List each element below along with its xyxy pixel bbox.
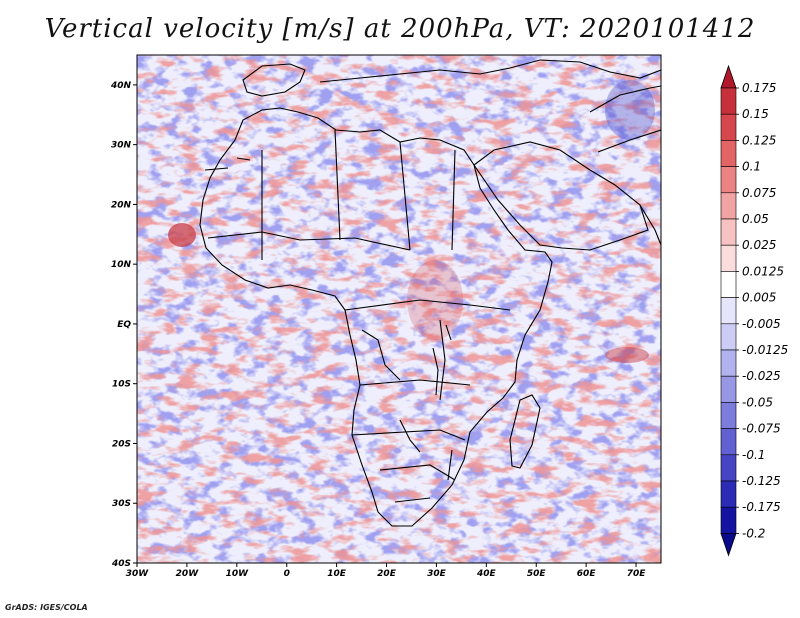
lat-label: 10N [111,260,132,270]
lon-label: 40E [476,569,497,579]
colorbar-label: 0.005 [742,291,776,305]
coastlines-borders [199,59,661,527]
lat-label: 10S [112,380,131,390]
colorbar-box [720,166,737,194]
colorbar-label: 0.125 [742,133,776,147]
lon-label: 20E [377,569,397,579]
lon-label: 20W [176,569,200,579]
lat-label: 40N [110,81,132,91]
colorbar-label: 0.025 [742,238,776,252]
lon-label: 0 [284,569,290,579]
colorbar-label: 0.0125 [742,264,784,278]
colorbar-label: -0.175 [742,500,781,514]
lon-label: 70E [627,569,647,579]
lat-label: 30N [111,141,132,151]
colorbar-label: -0.125 [742,474,781,488]
lat-label: 40S [111,559,131,569]
colorbar-label: -0.2 [742,526,765,540]
colorbar-box [720,218,737,246]
colorbar-label: 0.05 [742,212,769,226]
chart-title: Vertical velocity [m/s] at 200hPa, VT: 2… [44,14,756,44]
colorbar-box [720,402,737,429]
colorbar-box [720,323,737,351]
lon-label: 10W [226,569,250,579]
colorbar-label: -0.05 [742,395,773,409]
colorbar-box [720,192,737,220]
map-frame [136,54,662,564]
lat-label: EQ [117,320,131,330]
colorbar-box [720,454,737,482]
colorbar-label: -0.025 [742,369,781,383]
colorbar: 0.175 0.15 0.125 0.1 0.075 0.05 0.025 0.0125 0.0… [720,64,788,557]
colorbar-label: 0.075 [742,186,776,200]
colorbar-box [720,87,737,115]
colorbar-top-arrow [720,64,737,89]
colorbar-label: 0.1 [742,160,761,174]
lon-label: 60E [577,569,597,579]
colorbar-box [720,428,737,456]
colorbar-box [720,271,737,298]
colorbar-label: -0.0125 [742,343,788,357]
colorbar-box [720,140,737,167]
lat-label: 20N [111,200,132,210]
lon-label: 30W [126,569,150,579]
colorbar-label: 0.15 [742,107,769,121]
colorbar-box [720,113,737,141]
lon-label: 50E [527,569,547,579]
colorbar-box [720,375,737,403]
colorbar-box [720,297,737,325]
lat-label: 20S [112,439,131,449]
colorbar-label: 0.175 [742,81,776,95]
colorbar-box [720,244,737,272]
lon-label: 10E [327,569,347,579]
colorbar-box [720,349,737,377]
velocity-field [137,55,661,563]
colorbar-bottom-arrow [720,533,737,557]
lon-label: 30E [427,569,447,579]
lat-label: 30S [112,499,131,509]
latitude-axis: 40N 30N 20N 10N EQ 10S 20S 30S 40S [110,81,137,569]
colorbar-box [720,506,737,534]
colorbar-box [720,480,737,508]
colorbar-label: -0.075 [742,422,781,436]
colorbar-label: -0.005 [742,317,781,331]
longitude-axis: 30W 20W 10W 0 10E 20E 30E 40E 50E 60E 70E [126,563,646,579]
grads-credit: GrADS: IGES/COLA [5,603,88,612]
colorbar-label: -0.1 [742,448,765,462]
